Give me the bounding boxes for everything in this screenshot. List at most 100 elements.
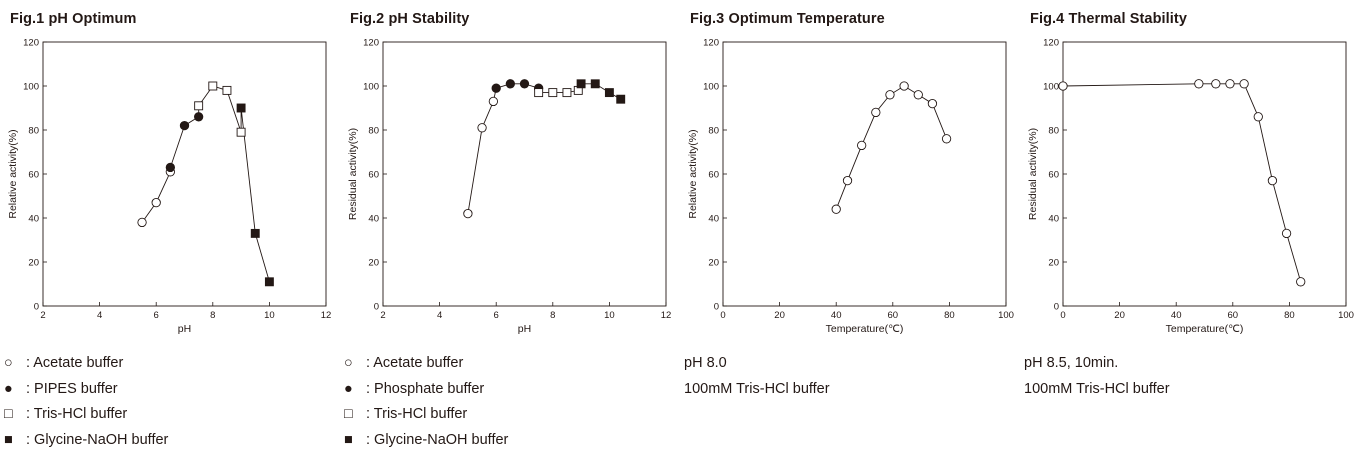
legend-entry: □: Tris-HCl buffer <box>344 406 467 422</box>
x-tick-label: 10 <box>264 310 275 321</box>
data-point-open-circle <box>842 175 853 186</box>
legend-symbol: ○ <box>344 355 353 371</box>
x-tick-label: 12 <box>661 310 672 321</box>
legend-symbol: ■ <box>344 431 353 448</box>
legend-text: : Acetate buffer <box>366 355 464 371</box>
legend-entry: ■ : Glycine-NaOH buffer <box>344 432 508 448</box>
y-tick-label: 0 <box>714 302 719 313</box>
x-tick-label: 4 <box>97 310 102 321</box>
x-tick-label: 2 <box>40 310 45 321</box>
y-tick-label: 20 <box>1048 258 1059 269</box>
x-tick-label: 80 <box>1284 310 1295 321</box>
data-point-open-circle <box>913 90 923 100</box>
fig3-panel: Fig.3 Optimum Temperature 0 20 40 60 80 100 12… <box>684 0 1014 468</box>
y-tick-label: 100 <box>703 82 719 93</box>
data-point-open-circle <box>1194 79 1204 89</box>
condition-text: pH 8.5, 10min. <box>1024 355 1119 371</box>
data-point-open-circle <box>1267 175 1278 186</box>
data-point-open-square <box>548 88 558 98</box>
data-point-filled-square <box>250 228 260 238</box>
chart-title: Fig.2 pH Stability <box>350 11 470 27</box>
legend-text: : Acetate buffer <box>26 355 124 371</box>
legend-text: : Glycine-NaOH buffer <box>26 431 169 448</box>
data-point-filled-circle <box>491 83 501 93</box>
data-point-open-circle <box>1239 79 1249 89</box>
fig1-panel: Fig.1 pH Optimum 0 20 40 60 80 100 120 2 4 6 8 10 12… <box>4 0 334 468</box>
x-tick-label: 2 <box>380 310 385 321</box>
data-point-open-circle <box>871 107 881 118</box>
y-tick-label: 80 <box>28 126 39 137</box>
chart-title: Fig.3 Optimum Temperature <box>690 11 885 27</box>
fig2-chart: 0 20 40 60 80 100 120 2 4 6 8 10 12 pH Residual activi… <box>347 38 672 336</box>
y-tick-label: 60 <box>1048 170 1059 181</box>
legend-symbol: ● <box>344 380 353 397</box>
y-tick-label: 40 <box>28 214 39 225</box>
data-point-open-circle <box>137 217 147 228</box>
data-point-open-circle <box>927 98 938 109</box>
legend-entry: ●: PIPES buffer <box>4 381 118 397</box>
y-tick-label: 40 <box>368 214 379 225</box>
data-point-open-square <box>194 101 204 111</box>
data-point-filled-square <box>236 103 246 113</box>
y-tick-label: 100 <box>363 82 379 93</box>
y-axis-label: Residual activity(%) <box>347 128 359 220</box>
legend-text: : Glycine-NaOH buffer <box>366 431 509 448</box>
data-point-open-circle <box>1296 277 1306 287</box>
chart-title: Fig.1 pH Optimum <box>10 11 137 27</box>
condition-note: pH 8.0 <box>684 355 727 371</box>
data-point-filled-circle <box>519 79 530 89</box>
data-point-filled-circle <box>165 162 176 173</box>
fig4-panel: Fig.4 Thermal Stability 0 20 40 60 80 100 120 0… <box>1024 0 1354 468</box>
y-tick-label: 0 <box>374 302 379 313</box>
condition-note: pH 8.5, 10min. <box>1024 355 1118 371</box>
x-tick-label: 0 <box>1060 310 1065 321</box>
legend-text: : Tris-HCl buffer <box>366 406 468 422</box>
chart-title: Fig.4 Thermal Stability <box>1030 11 1187 27</box>
data-point-open-square <box>208 81 218 91</box>
fig3-chart: 0 20 40 60 80 100 120 0 20 40 60 80 100 Temperature(℃… <box>687 38 1014 336</box>
fig4-chart: 0 20 40 60 80 100 120 0 20 40 60 80 100 Temperature(℃… <box>1027 38 1354 336</box>
legend-symbol: ● <box>4 380 13 397</box>
legend-entry: ■ : Glycine-NaOH buffer <box>4 432 168 448</box>
data-point-filled-circle <box>505 79 516 89</box>
x-tick-label: 80 <box>944 310 955 321</box>
y-tick-label: 120 <box>703 38 719 49</box>
plot-frame <box>42 41 327 307</box>
x-axis-label: Temperature(℃) <box>826 323 904 335</box>
y-tick-label: 100 <box>23 82 39 93</box>
x-tick-label: 100 <box>998 310 1014 321</box>
series-line <box>141 85 270 282</box>
y-tick-label: 80 <box>708 126 719 137</box>
data-point-filled-square <box>590 79 600 89</box>
data-point-filled-square <box>576 79 586 89</box>
data-point-open-circle <box>488 96 499 107</box>
legend-symbol: ○ <box>4 355 13 371</box>
legend-entry: ●: Phosphate buffer <box>344 381 484 397</box>
series-line <box>1062 83 1302 282</box>
data-point-open-circle <box>1253 112 1263 122</box>
x-tick-label: 60 <box>888 310 899 321</box>
data-point-open-circle <box>463 208 473 219</box>
data-point-filled-circle <box>179 120 190 131</box>
x-tick-label: 40 <box>1171 310 1182 321</box>
data-point-open-circle <box>1211 79 1221 89</box>
y-tick-label: 120 <box>1043 38 1059 49</box>
x-tick-label: 60 <box>1228 310 1239 321</box>
data-point-filled-square <box>264 277 274 287</box>
legend-symbol: ■ <box>4 431 13 448</box>
x-tick-label: 20 <box>774 310 785 321</box>
data-point-open-circle <box>1225 79 1235 89</box>
data-point-filled-square <box>616 94 626 104</box>
data-point-open-circle <box>857 140 867 151</box>
y-tick-label: 120 <box>363 38 379 49</box>
x-axis-label: pH <box>178 323 191 335</box>
legend-entry: ○ : Acetate buffer <box>4 355 123 371</box>
y-tick-label: 40 <box>708 214 719 225</box>
x-tick-label: 0 <box>720 310 725 321</box>
y-tick-label: 80 <box>1048 126 1059 137</box>
data-point-open-square <box>222 85 232 95</box>
data-point-open-circle <box>941 134 952 144</box>
y-tick-label: 60 <box>368 170 379 181</box>
condition-note: 100mM Tris-HCl buffer <box>1024 381 1170 397</box>
y-tick-label: 60 <box>28 170 39 181</box>
